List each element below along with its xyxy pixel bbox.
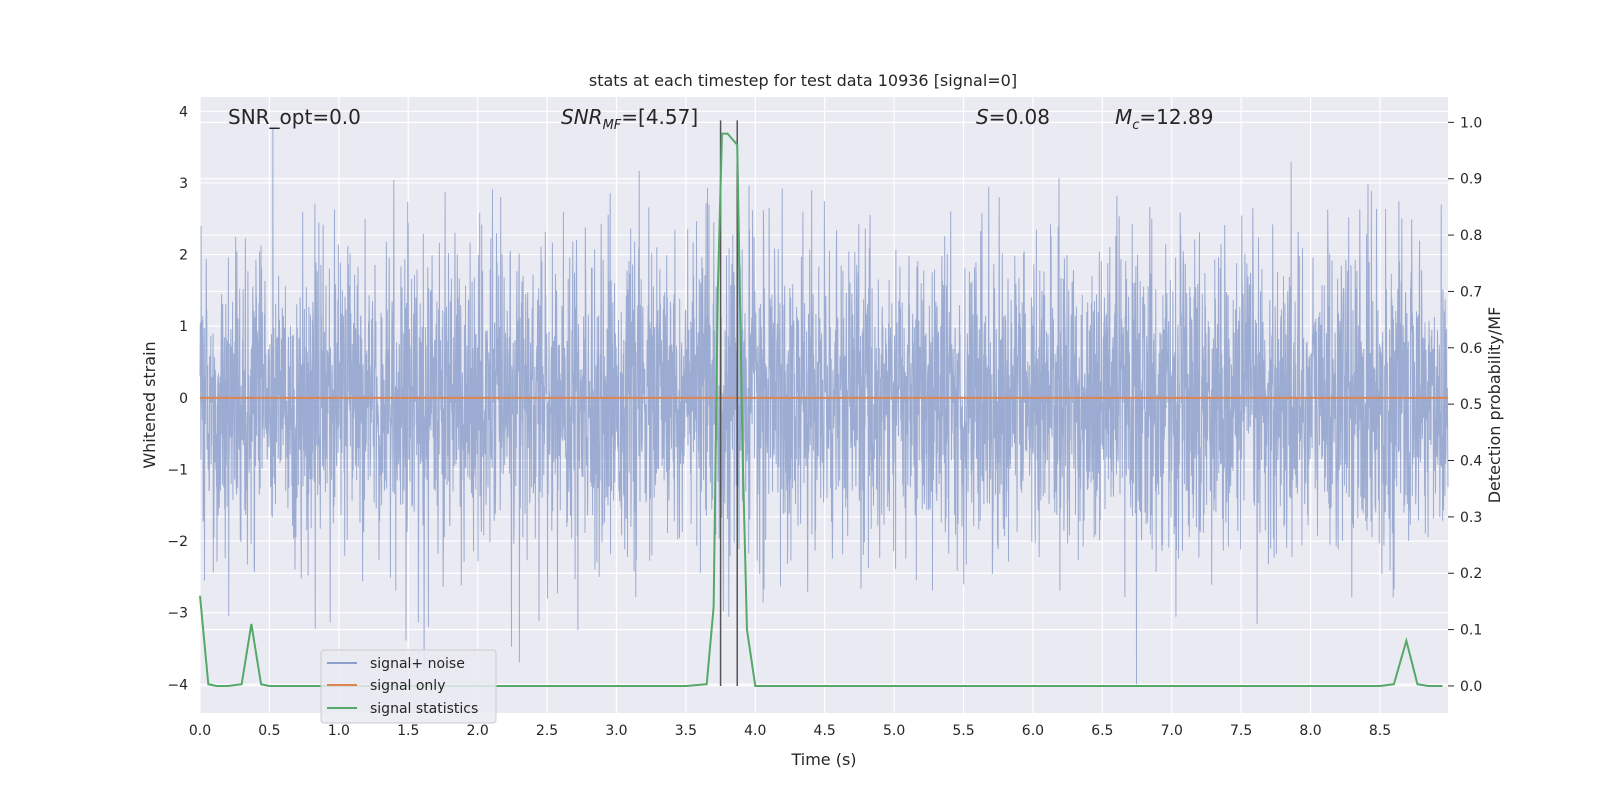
legend-box (320, 649, 497, 724)
x-tick-label: 0.0 (189, 723, 211, 739)
legend-label-signal-noise: signal+ noise (370, 656, 465, 672)
annotation-s-symbol: S (976, 105, 989, 129)
plot-area (199, 97, 1449, 713)
annotation-s-value: =0.08 (989, 105, 1050, 129)
series-signal-noise (199, 128, 1449, 685)
y-right-tick-label: 0.7 (1460, 284, 1482, 300)
x-tick-label: 5.0 (883, 723, 905, 739)
x-tick-label: 8.5 (1369, 723, 1391, 739)
annotation-snr-mf-symbol: SNR (561, 105, 603, 129)
y-left-tick-label: −3 (167, 606, 188, 622)
y-right-tick-label: 0.8 (1460, 228, 1482, 244)
y-axis-right-ticks: 0.0 0.1 0.2 0.3 0.4 0.5 0.6 0.7 0.8 0.9 1.0 (1448, 115, 1482, 695)
x-tick-label: 6.0 (1022, 723, 1044, 739)
series-signal-statistics (199, 132, 1443, 687)
x-tick-label: 4.5 (814, 723, 836, 739)
y-left-tick-label: −4 (167, 677, 188, 693)
y-axis-left-label: Whitened strain (140, 341, 159, 468)
annotation-s: S=0.08 (976, 105, 1050, 129)
y-right-tick-label: 0.5 (1460, 397, 1482, 413)
y-right-tick-label: 0.3 (1460, 510, 1482, 526)
line-signal-statistics (199, 132, 1443, 687)
x-tick-label: 5.5 (952, 723, 974, 739)
x-tick-label: 2.0 (467, 723, 489, 739)
y-right-tick-label: 0.4 (1460, 454, 1482, 470)
legend-label-signal-only: signal only (370, 678, 445, 694)
x-axis-ticks: 0.0 0.5 1.0 1.5 2.0 2.5 3.0 3.5 4.0 4.5 5.0 5.5 6.0 6… (189, 723, 1391, 739)
y-left-tick-label: 4 (179, 104, 188, 120)
x-tick-label: 1.0 (328, 723, 350, 739)
x-tick-label: 3.5 (675, 723, 697, 739)
y-left-tick-label: 2 (179, 248, 188, 264)
x-tick-label: 7.0 (1161, 723, 1183, 739)
chart-title: stats at each timestep for test data 109… (589, 71, 1017, 90)
x-tick-label: 7.5 (1230, 723, 1252, 739)
y-axis-left-ticks: −4 −3 −2 −1 0 1 2 3 4 (167, 104, 188, 693)
annotation-mc-value: =12.89 (1139, 105, 1213, 129)
x-tick-label: 8.0 (1299, 723, 1321, 739)
y-left-tick-label: 3 (179, 176, 188, 192)
y-right-tick-label: 0.0 (1460, 679, 1482, 695)
y-right-tick-label: 0.1 (1460, 623, 1482, 639)
legend-label-signal-statistics: signal statistics (370, 701, 478, 717)
legend: signal+ noise signal only signal statist… (320, 649, 497, 724)
x-tick-label: 4.0 (744, 723, 766, 739)
y-axis-right-label: Detection probability/MF (1485, 307, 1504, 504)
x-axis-label: Time (s) (790, 750, 856, 769)
annotation-snr-mf-value: =[4.57] (621, 105, 698, 129)
y-left-tick-label: 0 (179, 391, 188, 407)
y-right-tick-label: 1.0 (1460, 115, 1482, 131)
annotation-snr-mf: SNRMF=[4.57] (561, 105, 698, 133)
x-tick-label: 3.0 (605, 723, 627, 739)
y-right-tick-label: 0.6 (1460, 341, 1482, 357)
annotation-snr-mf-subscript: MF (603, 118, 622, 133)
y-right-tick-label: 0.9 (1460, 172, 1482, 188)
annotation-mc-subscript: c (1132, 118, 1139, 133)
y-left-tick-label: 1 (179, 319, 188, 335)
annotation-snr-opt: SNR_opt=0.0 (228, 105, 361, 129)
x-tick-label: 2.5 (536, 723, 558, 739)
annotation-mc-symbol: M (1115, 105, 1132, 129)
line-signal-noise (199, 128, 1449, 685)
y-left-tick-label: −1 (167, 462, 188, 478)
y-right-tick-label: 0.2 (1460, 566, 1482, 582)
x-tick-label: 1.5 (397, 723, 419, 739)
x-tick-label: 0.5 (258, 723, 280, 739)
y-left-tick-label: −2 (167, 534, 188, 550)
annotation-mc: Mc=12.89 (1115, 105, 1213, 133)
x-tick-label: 6.5 (1091, 723, 1113, 739)
